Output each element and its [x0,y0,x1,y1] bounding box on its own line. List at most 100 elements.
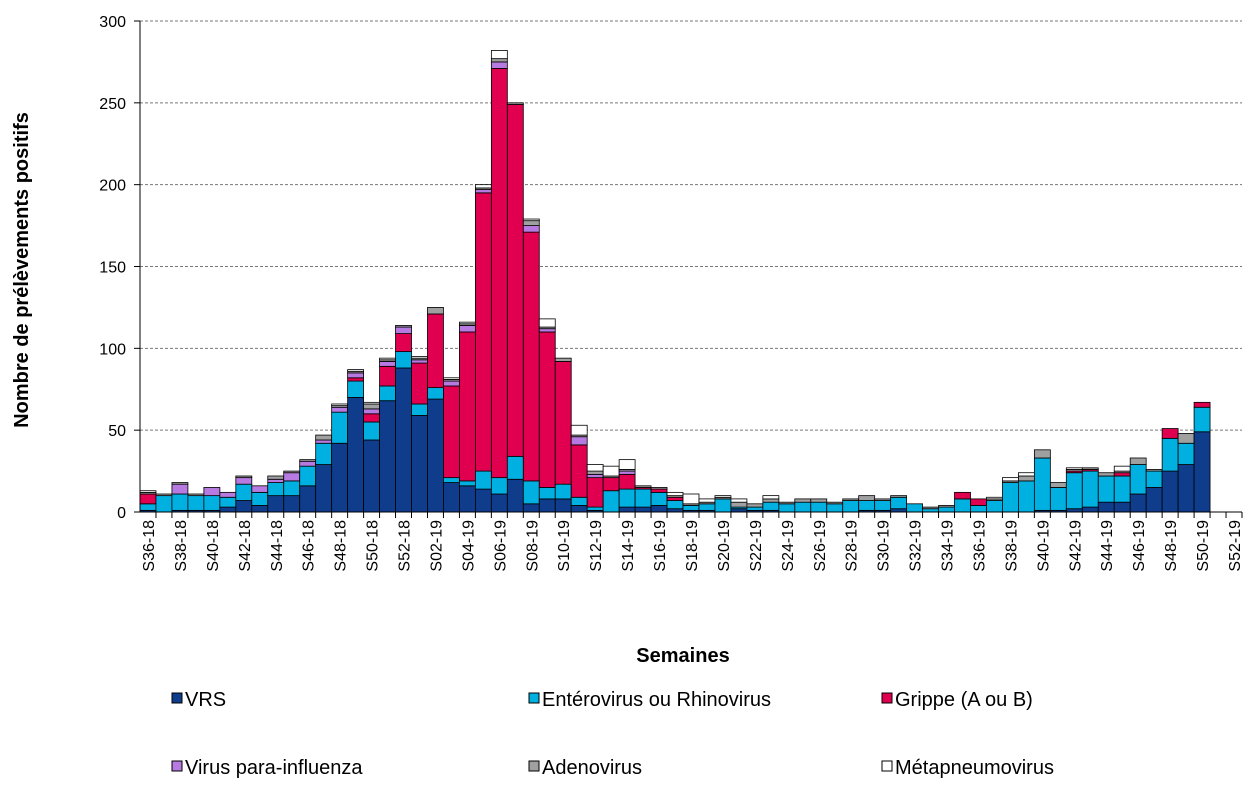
bar-segment [267,475,285,480]
bar-segment [538,487,556,500]
bar-segment [474,488,492,513]
bar-segment [427,313,444,389]
bar-segment [794,498,812,503]
bar-segment [395,325,412,328]
x-tick-label: S18-19 [684,520,701,572]
bar-segment [762,501,780,511]
bar-segment [1113,465,1131,472]
bar-segment [139,503,157,511]
x-tick-label: S34-19 [940,520,957,572]
bar-segment [762,495,780,500]
x-tick-label: S38-18 [173,520,190,572]
bar-segment [1113,472,1131,477]
bar-segment [586,470,604,475]
bar-segment [459,485,476,513]
y-tick-label: 250 [99,96,126,113]
bar-segment [522,480,540,505]
bar-segment [538,318,556,328]
bar-segment [490,58,508,63]
bar-segment [395,351,412,369]
bar-segment [427,398,444,513]
bar-segment [602,490,620,513]
bar-segment [283,472,301,482]
bar-segment [379,361,396,367]
bar-segment [1097,472,1115,477]
bar-segment [890,496,908,510]
x-tick-label: S10-19 [556,520,573,572]
bar-segment [570,424,588,436]
legend-swatch [528,760,540,772]
bar-segment [714,498,732,513]
bar-segment [443,380,460,387]
bar-segment [746,503,764,508]
bar-segment [474,192,492,472]
x-tick-label: S42-18 [237,520,254,572]
bar-segment [474,184,492,189]
bar-segment [459,480,476,487]
bar-segment [235,483,253,501]
bar-segment [570,496,588,506]
bar-segment [363,413,380,423]
bar-segment [474,189,492,194]
bar-segment [315,439,333,444]
bar-segment [139,490,157,493]
x-tick-label: S16-19 [652,520,669,572]
bar-segment [538,331,556,488]
bar-segment [1097,475,1115,503]
x-tick-label: S40-18 [205,520,222,572]
bar-segment [267,482,285,497]
x-tick-label: S52-19 [1227,520,1243,572]
x-axis-title: Semaines [636,645,729,667]
bar-segment [411,415,428,513]
bar-segment [171,493,189,511]
bar-segment [219,496,237,508]
bar-segment [970,505,987,513]
bar-segment [299,460,317,467]
bar-segment [858,495,876,501]
x-tick-label: S48-19 [1163,520,1180,572]
bar-segment [842,500,860,513]
bar-segment [890,495,908,498]
bar-segment [1161,437,1179,472]
bar-segment [506,455,524,480]
bar-segment [219,491,237,498]
bar-segment [570,444,588,498]
bar-segment [554,357,572,362]
bar-segment [666,491,684,497]
x-tick-label: S26-19 [812,520,829,572]
bar-segment [570,505,588,513]
bar-segment [490,61,508,69]
bar-segment [1145,469,1163,472]
x-tick-label: S50-19 [1195,520,1212,572]
bar-segment [379,357,396,361]
bar-segment [698,498,716,503]
bar-segment [1113,501,1131,513]
bar-segment [1177,442,1195,465]
bar-segment [522,218,540,222]
bar-segment [986,496,1003,500]
bar-segment [618,473,636,490]
legend-label: Virus para-influenza [185,757,363,779]
bar-segment [1097,501,1115,513]
bar-segment [1177,433,1195,444]
bar-segment [650,488,668,493]
bar-segment [1081,470,1099,508]
bar-segment [203,487,221,497]
bar-segment [251,491,269,506]
bar-segment [459,331,476,482]
bar-segment [1129,457,1147,465]
bar-segment [570,436,588,446]
bar-segment [666,500,684,510]
bar-segment [538,328,556,333]
y-tick-label: 200 [99,178,126,195]
x-tick-label: S08-19 [524,520,541,572]
legend-swatch [171,760,183,772]
bar-segment [554,483,572,500]
bar-segment [522,225,540,233]
bar-segment [474,470,492,490]
x-tick-label: S48-18 [333,520,350,572]
bar-segment [427,307,444,315]
x-tick-label: S14-19 [620,520,637,572]
bar-segment [363,421,380,441]
bar-segment [874,500,892,511]
